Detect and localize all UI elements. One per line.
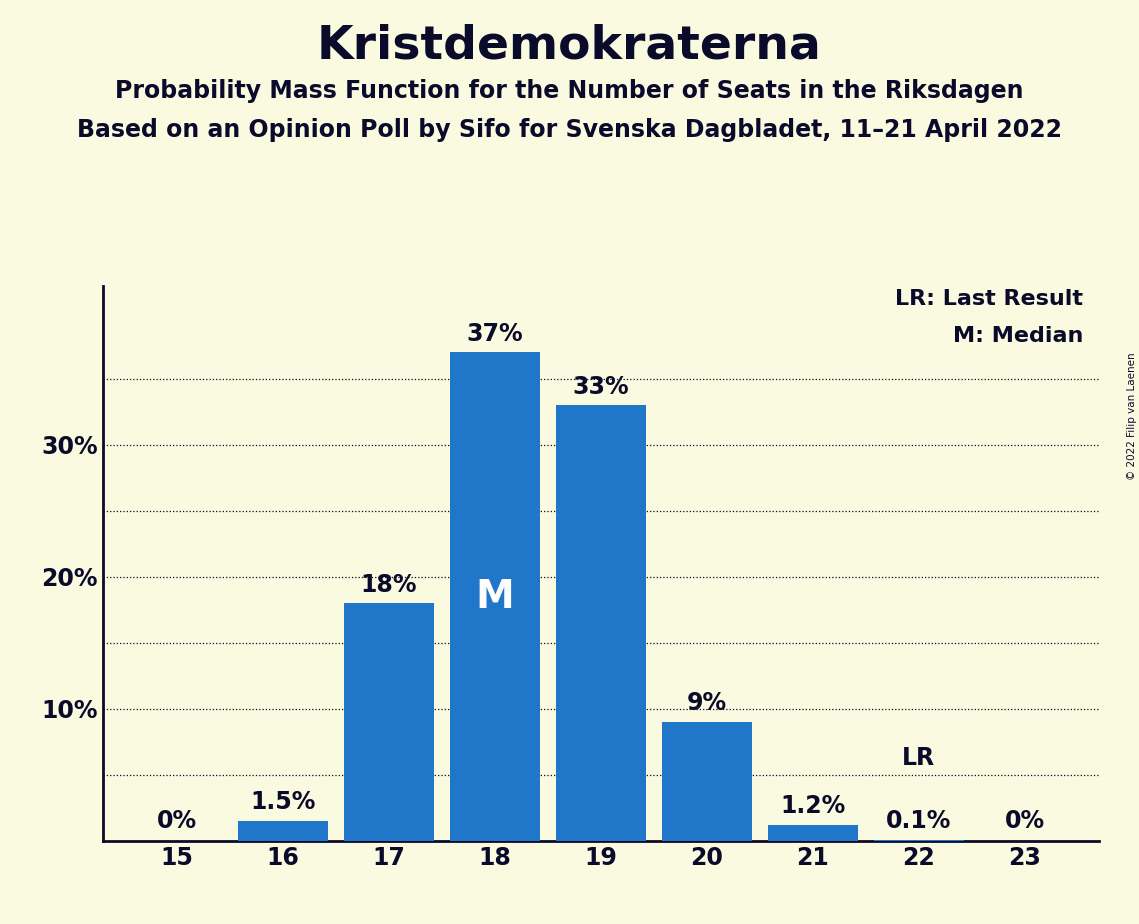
Text: 0%: 0% bbox=[157, 808, 197, 833]
Text: 1.2%: 1.2% bbox=[780, 795, 845, 819]
Bar bbox=[344, 603, 434, 841]
Text: 33%: 33% bbox=[573, 374, 629, 398]
Text: 18%: 18% bbox=[361, 573, 417, 597]
Text: 1.5%: 1.5% bbox=[251, 790, 316, 814]
Text: 37%: 37% bbox=[467, 322, 523, 346]
Bar bbox=[874, 840, 964, 841]
Bar bbox=[662, 722, 752, 841]
Text: 0%: 0% bbox=[1005, 808, 1044, 833]
Text: LR: LR bbox=[902, 746, 935, 770]
Text: 0.1%: 0.1% bbox=[886, 808, 951, 833]
Text: Probability Mass Function for the Number of Seats in the Riksdagen: Probability Mass Function for the Number… bbox=[115, 79, 1024, 103]
Bar bbox=[556, 406, 646, 841]
Text: M: M bbox=[475, 578, 514, 615]
Text: 9%: 9% bbox=[687, 691, 727, 715]
Bar bbox=[238, 821, 328, 841]
Text: Kristdemokraterna: Kristdemokraterna bbox=[317, 23, 822, 68]
Text: LR: Last Result: LR: Last Result bbox=[895, 289, 1083, 310]
Bar bbox=[768, 825, 858, 841]
Text: © 2022 Filip van Laenen: © 2022 Filip van Laenen bbox=[1126, 352, 1137, 480]
Text: M: Median: M: Median bbox=[953, 326, 1083, 346]
Text: Based on an Opinion Poll by Sifo for Svenska Dagbladet, 11–21 April 2022: Based on an Opinion Poll by Sifo for Sve… bbox=[77, 118, 1062, 142]
Bar bbox=[450, 352, 540, 841]
